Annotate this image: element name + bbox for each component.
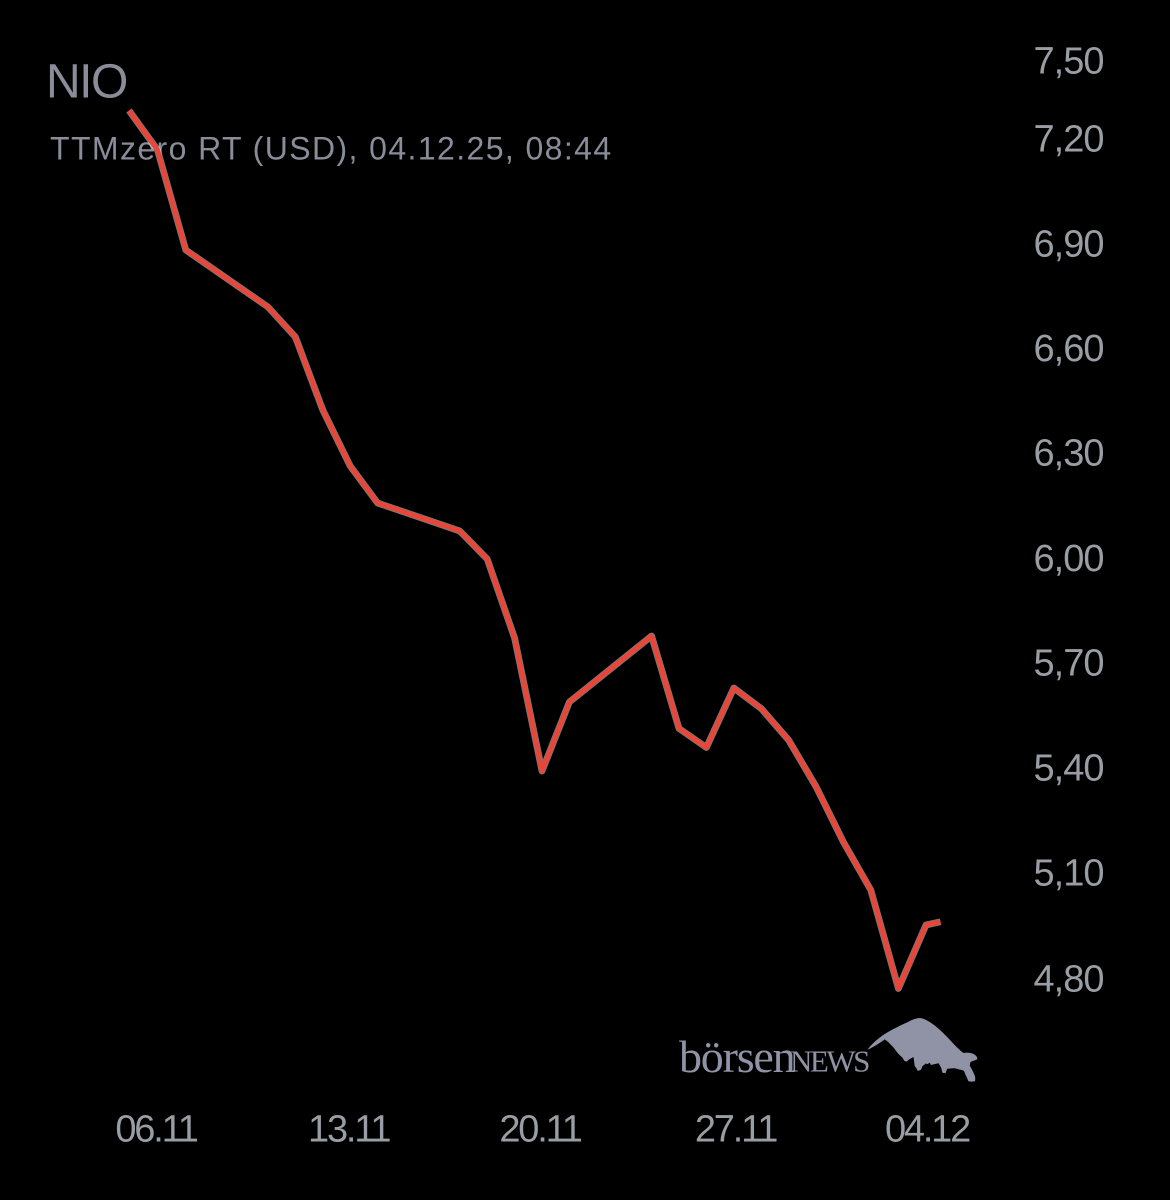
svg-text:4,80: 4,80	[1034, 959, 1104, 1001]
svg-text:6,90: 6,90	[1034, 224, 1104, 266]
svg-text:TTMzero RT (USD), 04.12.25, 08: TTMzero RT (USD), 04.12.25, 08:44	[50, 131, 613, 167]
svg-text:5,70: 5,70	[1034, 643, 1104, 685]
svg-text:7,20: 7,20	[1034, 119, 1104, 161]
svg-text:06.11: 06.11	[115, 1109, 197, 1151]
svg-text:04.12: 04.12	[885, 1109, 970, 1151]
svg-text:7,50: 7,50	[1034, 41, 1104, 83]
svg-text:6,30: 6,30	[1034, 433, 1104, 475]
svg-text:5,40: 5,40	[1034, 748, 1104, 790]
svg-text:27.11: 27.11	[695, 1109, 777, 1151]
svg-text:NIO: NIO	[46, 56, 127, 109]
svg-text:5,10: 5,10	[1034, 853, 1104, 895]
svg-text:börsen: börsen	[679, 1031, 796, 1082]
svg-text:NEWS: NEWS	[790, 1044, 869, 1079]
svg-text:20.11: 20.11	[499, 1109, 581, 1151]
svg-text:6,00: 6,00	[1034, 538, 1104, 580]
svg-text:6,60: 6,60	[1034, 328, 1104, 370]
svg-text:13.11: 13.11	[308, 1109, 390, 1151]
